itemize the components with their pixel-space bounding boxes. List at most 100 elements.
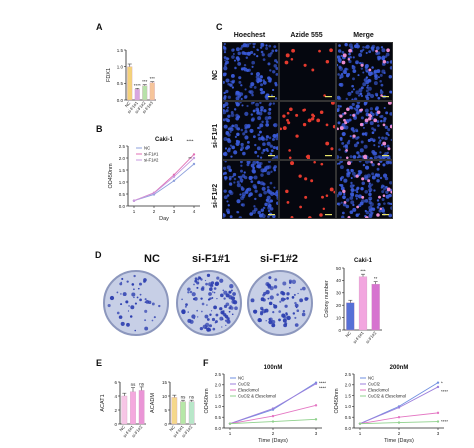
data-point: [314, 418, 318, 421]
azide-signal-dot: [345, 149, 348, 152]
azide-signal-dot: [376, 110, 381, 115]
azide-signal-dot: [290, 57, 294, 61]
nucleus-dot: [345, 198, 350, 202]
nucleus-dot: [257, 133, 261, 137]
colony: [250, 298, 255, 303]
y-tick-label: 1.0: [117, 64, 124, 69]
colony: [299, 298, 304, 303]
azide-signal-dot: [311, 68, 315, 72]
nucleus-dot: [345, 204, 350, 209]
nucleus-dot: [353, 107, 356, 110]
colony: [282, 318, 287, 323]
nucleus-dot: [223, 51, 227, 54]
azide-signal-dot: [288, 149, 291, 152]
data-point: [172, 173, 176, 176]
y-tick-label: 2.5: [345, 372, 352, 377]
y-tick-label: 10: [336, 315, 342, 320]
azide-signal-dot: [345, 156, 349, 159]
significance-label: **: [188, 156, 192, 161]
data-point: [436, 381, 440, 384]
y-tick-label: 2.5: [119, 144, 126, 149]
x-axis-label: Time (Days): [258, 438, 288, 444]
nucleus-dot: [365, 102, 368, 104]
nucleus-dot: [261, 213, 266, 218]
nucleus-dot: [261, 53, 265, 57]
nucleus-dot: [342, 195, 346, 200]
azide-signal-dot: [312, 114, 316, 118]
bar: [346, 302, 355, 331]
y-tick-label: 2: [114, 408, 117, 413]
nucleus-dot: [233, 177, 237, 181]
bar: [171, 397, 178, 425]
x-tick-label: 1: [229, 431, 232, 436]
y-tick-label: 0: [114, 422, 117, 427]
colony: [189, 319, 194, 324]
row-label-sif1-2: si-F1#2: [212, 183, 219, 208]
nucleus-dot: [235, 127, 238, 130]
colony: [282, 293, 285, 296]
colony: [216, 276, 220, 280]
nucleus-dot: [268, 136, 272, 140]
nucleus-dot: [257, 116, 262, 121]
azide-signal-dot: [318, 49, 321, 53]
colony: [120, 321, 125, 326]
azide-signal-dot: [299, 205, 303, 209]
nucleus-dot: [379, 90, 384, 95]
nucleus-dot: [374, 74, 378, 78]
nucleus-dot: [275, 67, 278, 70]
colony: [194, 279, 198, 283]
colony: [228, 290, 232, 294]
nucleus-dot: [269, 181, 273, 185]
colony: [293, 293, 296, 296]
nucleus-dot: [356, 141, 360, 145]
legend-label: CuCl2 & Elesclomol: [238, 394, 276, 399]
azide-signal-dot: [310, 179, 314, 183]
data-point: [228, 422, 232, 425]
x-axis-label: Time (Days): [384, 438, 414, 444]
significance-label: ****: [441, 419, 448, 424]
nucleus-dot: [265, 135, 269, 139]
colony: [136, 296, 139, 299]
nucleus-dot: [337, 155, 340, 159]
x-tick-label: 2: [398, 431, 401, 436]
nucleus-dot: [268, 44, 272, 48]
nucleus-dot: [374, 107, 379, 111]
nucleus-dot: [362, 48, 365, 52]
azide-signal-dot: [339, 114, 343, 118]
colony: [273, 304, 278, 309]
nucleus-dot: [254, 197, 257, 201]
nucleus-dot: [253, 135, 256, 139]
nucleus-dot: [357, 94, 361, 97]
nucleus-dot: [352, 171, 356, 176]
nucleus-dot: [270, 149, 274, 153]
nucleus-dot: [274, 49, 278, 52]
nucleus-dot: [364, 189, 369, 194]
azide-signal-dot: [291, 48, 296, 53]
nucleus-dot: [369, 121, 374, 126]
bar: [130, 391, 136, 425]
legend-label: si-F1#1: [144, 152, 159, 157]
x-tick-label: 1: [359, 431, 362, 436]
nucleus-dot: [230, 74, 235, 78]
colony: [225, 302, 230, 307]
y-axis-label: OD450nm: [108, 163, 114, 188]
nucleus-dot: [353, 97, 358, 100]
nucleus-dot: [245, 56, 249, 59]
azide-signal-dot: [352, 113, 356, 117]
nucleus-dot: [240, 169, 243, 173]
azide-signal-dot: [382, 60, 387, 64]
nucleus-dot: [235, 116, 240, 121]
colony: [302, 310, 306, 313]
nucleus-dot: [340, 178, 343, 181]
azide-signal-dot: [356, 205, 360, 209]
colony: [223, 290, 228, 295]
nucleus-dot: [376, 167, 380, 171]
nucleus-dot: [245, 190, 249, 194]
nucleus-dot: [383, 117, 387, 121]
nucleus-dot: [338, 162, 341, 165]
nucleus-dot: [244, 88, 247, 91]
colony: [128, 305, 130, 307]
colony: [225, 324, 227, 326]
scale-bar: [268, 96, 275, 98]
nucleus-dot: [362, 71, 365, 74]
